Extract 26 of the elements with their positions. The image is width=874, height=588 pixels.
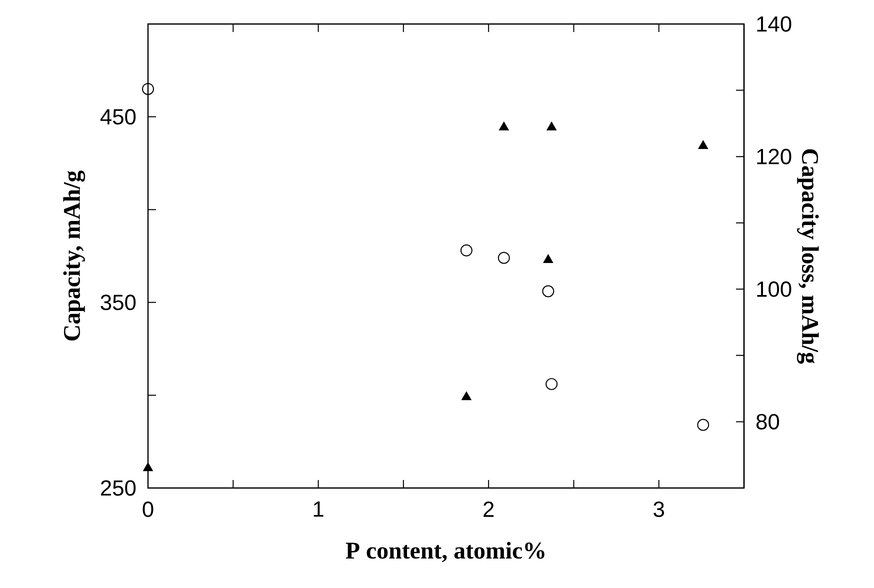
x-axis-title: P content, atomic% [346, 542, 544, 562]
point [542, 285, 554, 298]
point [499, 122, 509, 130]
point [543, 254, 554, 263]
y2-tick-label: 100 [757, 281, 792, 297]
y-tick-label: 450 [100, 109, 136, 125]
y-tick-label: 250 [101, 480, 136, 496]
point [142, 82, 154, 95]
point [462, 392, 472, 400]
y2-tick-label: 120 [757, 148, 792, 164]
x-tick-label: 0 [142, 502, 154, 518]
point [143, 462, 153, 472]
x-tick-label: 2 [484, 502, 494, 517]
point [698, 140, 708, 149]
y-axis-title: Capacity, mAh/g [63, 170, 86, 341]
point [697, 418, 710, 431]
point [498, 252, 510, 264]
point [546, 378, 558, 390]
x-tick-label: 1 [314, 502, 324, 517]
y2-tick-label: 140 [757, 16, 792, 32]
y2-axis-title: Capacity loss, mAh/g [796, 149, 819, 364]
point [546, 122, 556, 130]
y2-tick-label: 80 [756, 414, 780, 430]
point [460, 244, 472, 256]
y-tick-label: 350 [100, 294, 136, 310]
x-tick-label: 3 [654, 502, 664, 518]
